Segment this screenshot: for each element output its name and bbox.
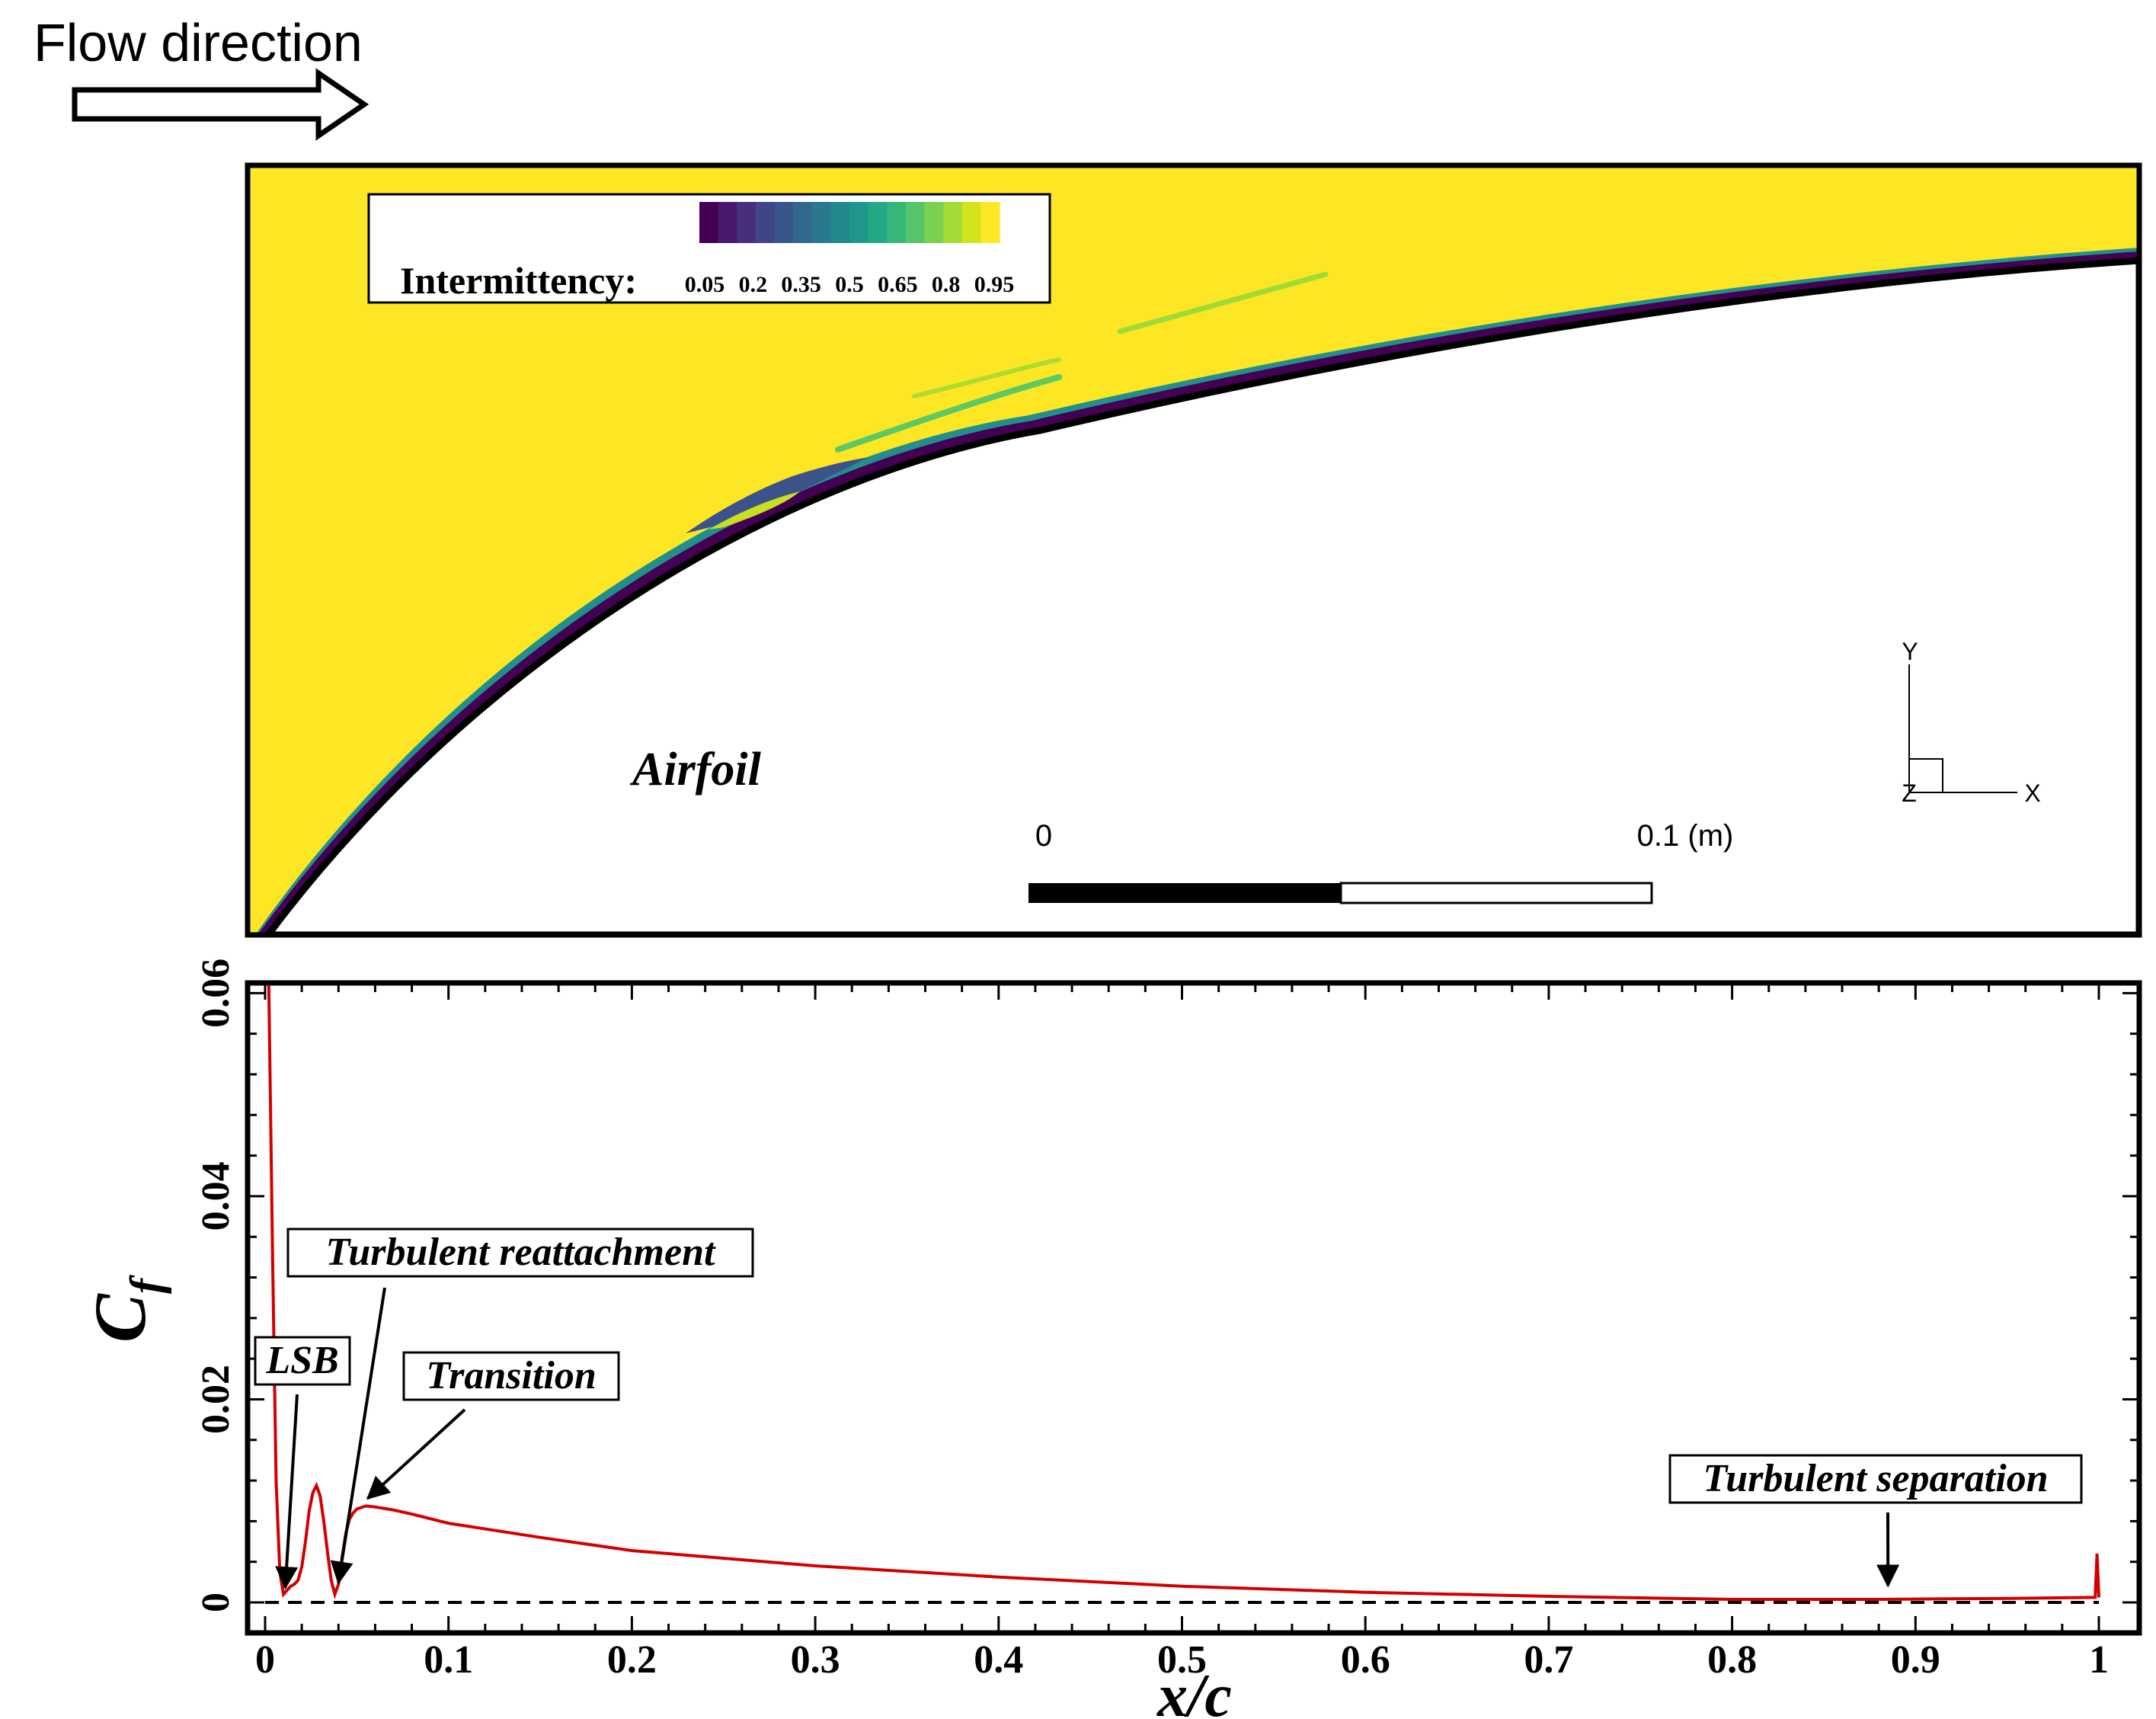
triad-x-label: X xyxy=(2024,779,2040,807)
colorbar-swatch xyxy=(830,202,849,243)
annotation-text: Turbulent separation xyxy=(1703,1457,2048,1500)
colorbar-swatch xyxy=(718,202,737,243)
y-tick-label: 0.02 xyxy=(194,1365,238,1434)
colorbar-label: Intermittency: xyxy=(400,259,637,302)
contour-panel: Intermittency: 0.05 0.2 0.35 0.5 0.65 0.8 0.95… xyxy=(248,165,2139,935)
cf-plot: 0 0.1 0.2 0.3 0.4 0.5 0.6 0.7 0.8 0.9 1 00.020.040… xyxy=(79,959,2139,1719)
flow-direction-arrow-icon xyxy=(75,73,364,136)
x-tick-label: 0.9 xyxy=(1891,1638,1940,1682)
colorbar-tick-label: 0.8 xyxy=(932,272,961,297)
annotation-arrow-icon xyxy=(368,1410,465,1498)
y-tick-label-group: 0.04 xyxy=(194,1161,238,1231)
annotation-lsb: LSB xyxy=(255,1337,350,1588)
cf-annotations: LSB Turbulent reattachment Transition Turbu… xyxy=(255,1229,2081,1588)
colorbar-swatch xyxy=(699,202,718,243)
colorbar-swatches xyxy=(699,202,1000,243)
y-tick-label-group: 0 xyxy=(194,1593,238,1612)
colorbar-swatch xyxy=(868,202,888,243)
annotation-text: Transition xyxy=(426,1354,597,1397)
annotation-text: LSB xyxy=(265,1339,338,1382)
figure: Flow direction Intermittency: 0.05 0.2 0.3… xyxy=(0,0,2156,1719)
y-tick-label: 0.06 xyxy=(194,959,238,1028)
annotation-turbulent-separation: Turbulent separation xyxy=(1670,1455,2081,1586)
colorbar-swatch xyxy=(887,202,906,243)
annotation-turbulent-reattachment: Turbulent reattachment xyxy=(288,1229,753,1583)
y-tick-label-group: 0.06 xyxy=(194,959,238,1028)
x-tick-label: 0.8 xyxy=(1707,1638,1757,1682)
triad-y-label: Y xyxy=(1902,638,1918,665)
annotation-text: Turbulent reattachment xyxy=(326,1231,716,1274)
colorbar-swatch xyxy=(980,202,1000,243)
scale-bar-black xyxy=(1028,883,1341,903)
colorbar-swatch xyxy=(812,202,831,243)
x-tick-label: 0.4 xyxy=(974,1638,1023,1682)
colorbar-swatch xyxy=(962,202,981,243)
colorbar-tick-label: 0.05 xyxy=(685,272,725,297)
cf-y-tick-labels: 0 0.02 0.04 0.06 xyxy=(194,959,238,1612)
scale-bar-white xyxy=(1341,883,1652,903)
annotation-transition: Transition xyxy=(368,1352,619,1498)
annotation-arrow-icon xyxy=(338,1288,385,1583)
scale-bar-start-label: 0 xyxy=(1035,819,1052,853)
y-axis-label-text: Cf xyxy=(79,1275,171,1343)
colorbar-tick-label: 0.65 xyxy=(878,272,918,297)
x-tick-label: 0.2 xyxy=(607,1638,657,1682)
colorbar-swatch xyxy=(906,202,925,243)
colorbar-swatch xyxy=(925,202,944,243)
airfoil-label: Airfoil xyxy=(629,744,762,795)
annotation-arrow-icon xyxy=(285,1394,297,1588)
scale-bar-end-label: 0.1 (m) xyxy=(1637,819,1734,853)
y-tick-label: 0.04 xyxy=(194,1161,238,1231)
y-tick-label-group: 0.02 xyxy=(194,1365,238,1434)
colorbar-legend: Intermittency: 0.05 0.2 0.35 0.5 0.65 0.8 0.95 xyxy=(369,194,1050,303)
x-tick-label: 0.7 xyxy=(1524,1638,1573,1682)
cf-series-line xyxy=(269,983,2099,1599)
y-axis-label: Cf xyxy=(79,1275,171,1343)
colorbar-swatch xyxy=(756,202,775,243)
colorbar-swatch xyxy=(793,202,812,243)
colorbar-tick-label: 0.95 xyxy=(974,272,1015,297)
x-axis-label: x/c xyxy=(1156,1663,1232,1719)
colorbar-tick-label: 0.5 xyxy=(835,272,864,297)
flow-direction-label: Flow direction xyxy=(34,13,363,72)
x-tick-label: 0.6 xyxy=(1341,1638,1390,1682)
colorbar-swatch xyxy=(849,202,868,243)
triad-z-label: Z xyxy=(1902,779,1917,807)
colorbar-tick-label: 0.35 xyxy=(781,272,821,297)
colorbar-swatch xyxy=(775,202,794,243)
x-tick-label: 0.1 xyxy=(424,1638,473,1682)
colorbar-swatch xyxy=(737,202,756,243)
x-tick-label: 1 xyxy=(2089,1638,2109,1682)
colorbar-tick-label: 0.2 xyxy=(739,272,768,297)
y-tick-label: 0 xyxy=(194,1593,238,1612)
x-tick-label: 0.3 xyxy=(791,1638,840,1682)
colorbar-swatch xyxy=(943,202,962,243)
x-tick-label: 0 xyxy=(255,1638,275,1682)
